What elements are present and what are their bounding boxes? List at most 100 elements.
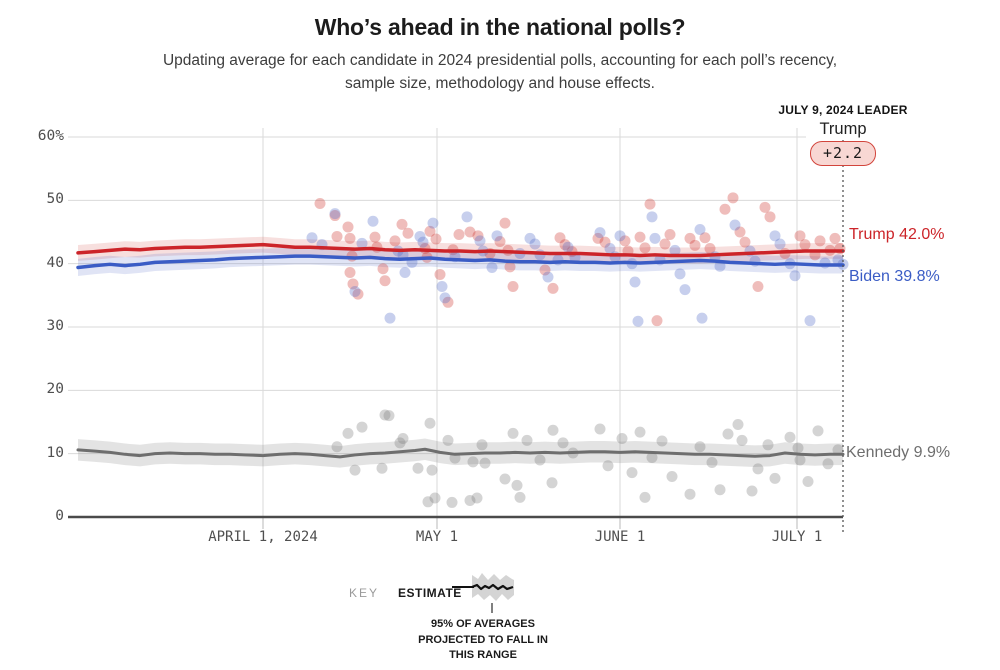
- poll-dot: [367, 215, 379, 227]
- poll-dot: [592, 232, 604, 244]
- poll-dot: [646, 451, 658, 463]
- poll-dot: [329, 208, 341, 220]
- poll-dot: [499, 473, 511, 485]
- poll-dot: [762, 439, 774, 451]
- poll-dot: [442, 296, 454, 308]
- poll-dot: [414, 230, 426, 242]
- poll-dot: [383, 410, 395, 422]
- poll-dot: [342, 221, 354, 233]
- poll-dot: [706, 457, 718, 469]
- band-caption-line-1: 95% OF AVERAGES: [431, 618, 535, 630]
- poll-dot: [704, 242, 716, 254]
- poll-dot: [736, 434, 748, 446]
- poll-dot: [384, 312, 396, 324]
- poll-dot: [379, 275, 391, 287]
- estimate-key-icon: [452, 573, 514, 613]
- y-axis-tick-label: 30: [46, 318, 64, 334]
- poll-dot: [644, 198, 656, 210]
- leader-date-heading: JULY 9, 2024 LEADER: [778, 103, 908, 117]
- x-axis-tick-label: JUNE 1: [594, 529, 646, 545]
- key-heading: KEY: [349, 586, 380, 600]
- poll-dot: [684, 232, 696, 244]
- leader-margin-badge: +2.2: [809, 141, 877, 166]
- poll-dot: [464, 226, 476, 238]
- poll-dot: [399, 267, 411, 279]
- x-axis-tick-label: APRIL 1, 2024: [208, 529, 318, 545]
- poll-dot: [674, 268, 686, 280]
- poll-dot: [554, 232, 566, 244]
- poll-dot: [511, 479, 523, 491]
- y-axis-tick-label: 60%: [37, 128, 64, 145]
- poll-dot: [832, 254, 844, 266]
- poll-dot: [594, 423, 606, 435]
- poll-dot: [804, 315, 816, 327]
- poll-dot: [329, 210, 341, 222]
- poll-dot: [389, 235, 401, 247]
- poll-dot: [424, 225, 436, 237]
- poll-dot: [542, 271, 554, 283]
- poll-dot: [679, 284, 691, 296]
- poll-dot: [474, 235, 486, 247]
- poll-dot: [446, 496, 458, 508]
- average-line: [76, 242, 845, 258]
- poll-dot: [491, 230, 503, 242]
- average-line: [76, 447, 845, 459]
- poll-dot: [344, 267, 356, 279]
- poll-dot: [344, 232, 356, 244]
- poll-dot: [379, 409, 391, 421]
- poll-dot: [539, 264, 551, 276]
- poll-dot: [746, 485, 758, 497]
- poll-dot: [349, 464, 361, 476]
- poll-dot: [521, 434, 533, 446]
- poll-dot: [412, 462, 424, 474]
- poll-dot: [764, 211, 776, 223]
- poll-dot: [352, 288, 364, 300]
- poll-dot: [453, 229, 465, 241]
- y-axis-tick-label: 50: [46, 191, 64, 208]
- poll-dot: [434, 268, 446, 280]
- poll-dot: [799, 239, 811, 251]
- poll-dot: [651, 315, 663, 327]
- subtitle-line-2: sample size, methodology and house effec…: [345, 75, 655, 92]
- leader-pill-wrap: +2.2: [743, 141, 943, 166]
- y-axis-tick-label: 0: [55, 508, 64, 524]
- poll-dot: [594, 227, 606, 239]
- poll-dot: [356, 237, 368, 249]
- poll-dot: [669, 244, 681, 256]
- poll-dot: [699, 232, 711, 244]
- poll-dot: [514, 491, 526, 503]
- poll-dot: [507, 427, 519, 439]
- poll-dot: [436, 280, 448, 292]
- poll-dot: [609, 251, 621, 263]
- poll-dot: [784, 431, 796, 443]
- poll-dot: [424, 417, 436, 429]
- band-key-caption: 95% OF AVERAGES PROJECTED TO FALL IN THI…: [383, 617, 583, 664]
- poll-dot: [774, 238, 786, 250]
- poll-dot: [562, 241, 574, 253]
- poll-dot: [792, 442, 804, 454]
- poll-dot: [429, 492, 441, 504]
- poll-dot: [602, 460, 614, 472]
- poll-dot: [427, 217, 439, 229]
- poll-dot: [659, 238, 671, 250]
- poll-dot: [394, 437, 406, 449]
- subtitle-line-1: Updating average for each candidate in 2…: [162, 52, 838, 69]
- poll-dot: [822, 458, 834, 470]
- poll-dot: [331, 441, 343, 453]
- poll-dot: [442, 434, 454, 446]
- biden-series-label: Biden 39.8%: [849, 268, 940, 285]
- poll-dot: [507, 280, 519, 292]
- chart-canvas: [68, 128, 849, 535]
- poll-dot: [664, 229, 676, 241]
- band-caption-line-2: PROJECTED TO FALL IN: [418, 633, 548, 646]
- poll-dot: [377, 263, 389, 275]
- poll-dot: [472, 230, 484, 242]
- poll-dot: [426, 464, 438, 476]
- poll-chart: Who’s ahead in the national polls? Updat…: [37, 14, 950, 545]
- poll-dot: [634, 426, 646, 438]
- poll-dot: [719, 203, 731, 215]
- poll-dot: [789, 270, 801, 282]
- poll-dot: [734, 226, 746, 238]
- poll-dot: [376, 462, 388, 474]
